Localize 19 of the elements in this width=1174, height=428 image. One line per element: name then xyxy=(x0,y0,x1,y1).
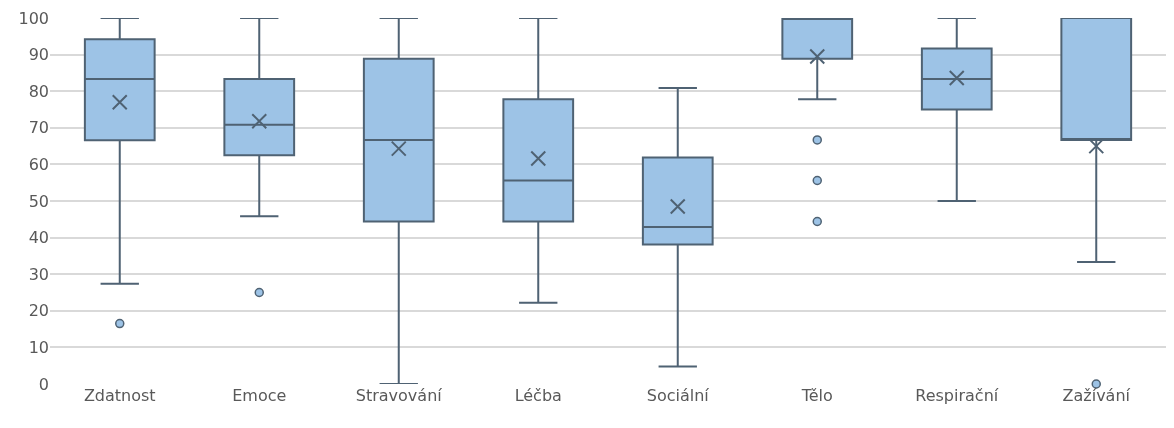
y-tick-label: 10 xyxy=(28,338,49,357)
y-tick-label: 100 xyxy=(18,8,49,28)
x-tick-label: Respirační xyxy=(915,386,999,405)
x-tick-label: Zdatnost xyxy=(83,386,156,405)
y-tick-label: 30 xyxy=(28,264,49,284)
y-tick-label: 50 xyxy=(28,191,49,211)
x-tick-label: Emoce xyxy=(232,386,287,405)
y-tick-label: 20 xyxy=(28,301,49,321)
y-tick-label: 60 xyxy=(28,155,49,174)
x-tick-label: Stravování xyxy=(355,386,443,405)
x-tick-label: Tělo xyxy=(800,386,833,405)
y-tick-label: 90 xyxy=(28,45,49,65)
x-tick-label: Zažívání xyxy=(1062,386,1131,405)
x-tick-label: Léčba xyxy=(514,386,562,405)
y-tick-label: 70 xyxy=(28,118,49,138)
x-tick-label: Sociální xyxy=(646,386,710,405)
y-tick-label: 40 xyxy=(28,228,49,248)
y-tick-label: 80 xyxy=(28,81,49,101)
y-tick-label: 0 xyxy=(38,374,49,394)
